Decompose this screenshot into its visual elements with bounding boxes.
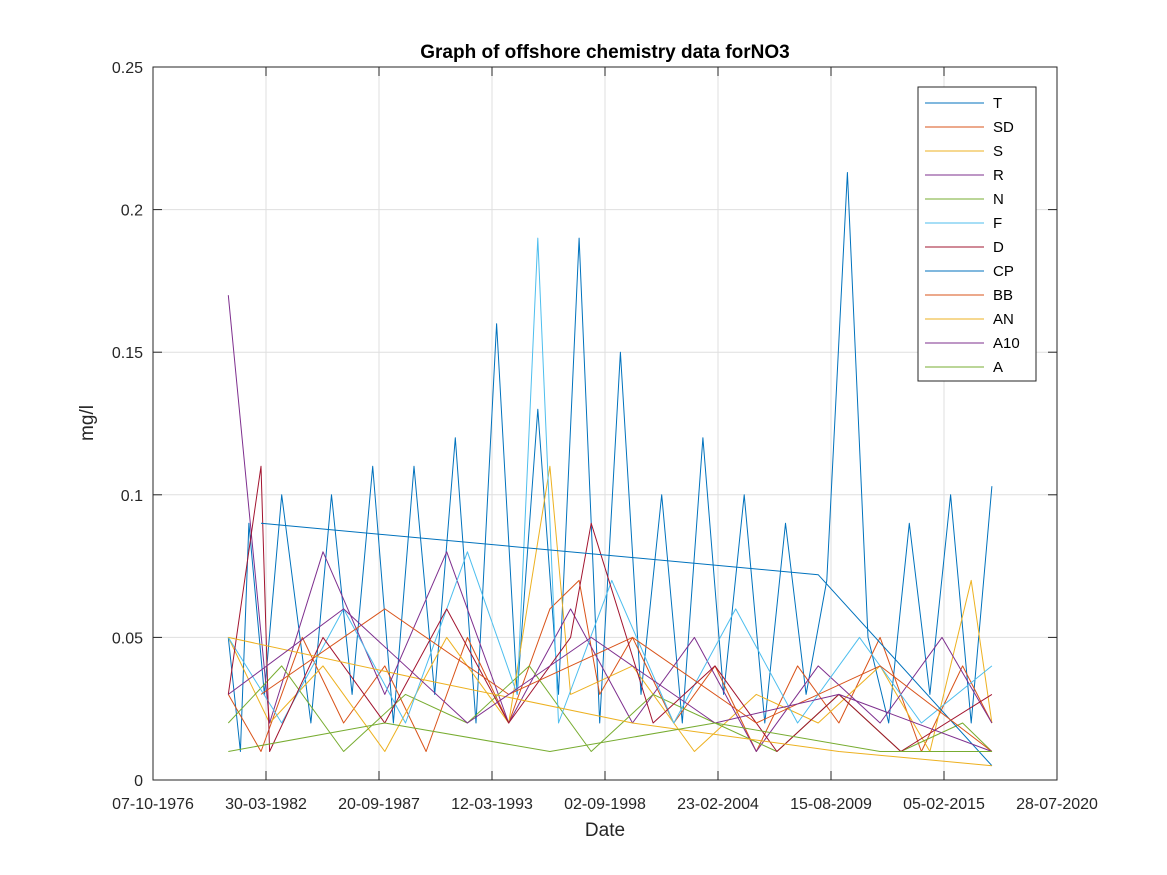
y-tick-label: 0.15	[112, 345, 143, 362]
series-line-t	[227, 172, 993, 752]
legend-label-sd: SD	[993, 119, 1014, 136]
x-tick-label: 05-02-2015	[903, 796, 985, 813]
tick-layer: 07-10-1976 30-03-1982 20-09-1987 12-03-1993…	[112, 60, 1098, 813]
series-line-an	[228, 636, 992, 767]
x-tick-label: 07-10-1976	[112, 796, 194, 813]
x-tick-label: 12-03-1993	[451, 796, 533, 813]
series-line-cp	[260, 522, 993, 767]
x-tick-label: 15-08-2009	[790, 796, 872, 813]
series-line-d	[227, 465, 993, 752]
y-tick-label: 0.2	[121, 203, 143, 220]
series-line-bb	[260, 608, 993, 752]
x-tick-label: 23-02-2004	[677, 796, 759, 813]
series-line-a10	[228, 608, 993, 752]
legend-label-an: AN	[993, 311, 1014, 328]
x-tick-label: 20-09-1987	[338, 796, 420, 813]
x-tick-label: 28-07-2020	[1016, 796, 1098, 813]
series-line-a	[228, 722, 992, 752]
series-line-f	[227, 237, 993, 724]
legend-label-a10: A10	[993, 335, 1020, 352]
legend-label-a: A	[993, 359, 1003, 376]
y-tick-label: 0.25	[112, 60, 143, 77]
legend-label-s: S	[993, 143, 1003, 160]
y-axis-label: mg/l	[77, 405, 98, 441]
legend-label-bb: BB	[993, 287, 1013, 304]
legend-label-n: N	[993, 191, 1004, 208]
legend-label-f: F	[993, 215, 1002, 232]
x-tick-label: 02-09-1998	[564, 796, 646, 813]
series-line-r	[227, 295, 993, 752]
x-axis-label: Date	[585, 820, 625, 841]
series-line-sd	[227, 579, 993, 752]
series-layer	[227, 172, 993, 767]
series-line-s	[227, 465, 993, 752]
legend-label-cp: CP	[993, 263, 1014, 280]
chart-title: Graph of offshore chemistry data forNO3	[420, 42, 790, 63]
y-tick-label: 0.05	[112, 630, 143, 647]
legend-label-t: T	[993, 95, 1002, 112]
x-tick-label: 30-03-1982	[225, 796, 307, 813]
y-tick-label: 0	[134, 773, 143, 790]
y-tick-label: 0.1	[121, 488, 143, 505]
legend-label-r: R	[993, 167, 1004, 184]
legend-box	[917, 86, 1037, 382]
legend-label-d: D	[993, 239, 1004, 256]
